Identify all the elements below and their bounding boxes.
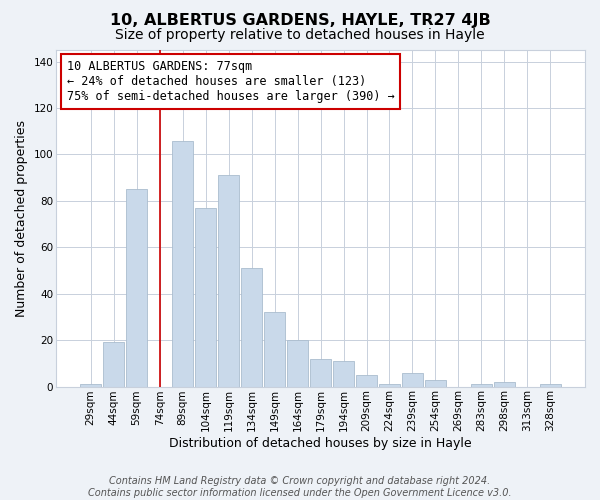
Bar <box>425 380 446 386</box>
Bar <box>494 382 515 386</box>
Bar <box>310 358 331 386</box>
Bar <box>402 372 423 386</box>
Bar <box>126 190 147 386</box>
Text: Contains HM Land Registry data © Crown copyright and database right 2024.
Contai: Contains HM Land Registry data © Crown c… <box>88 476 512 498</box>
Bar <box>540 384 561 386</box>
Text: 10 ALBERTUS GARDENS: 77sqm
← 24% of detached houses are smaller (123)
75% of sem: 10 ALBERTUS GARDENS: 77sqm ← 24% of deta… <box>67 60 394 103</box>
Bar <box>218 176 239 386</box>
Bar <box>103 342 124 386</box>
Bar <box>80 384 101 386</box>
Text: Size of property relative to detached houses in Hayle: Size of property relative to detached ho… <box>115 28 485 42</box>
Bar <box>287 340 308 386</box>
Bar <box>471 384 492 386</box>
Bar <box>333 361 354 386</box>
Bar <box>195 208 216 386</box>
Bar <box>172 140 193 386</box>
Text: 10, ALBERTUS GARDENS, HAYLE, TR27 4JB: 10, ALBERTUS GARDENS, HAYLE, TR27 4JB <box>110 12 490 28</box>
Y-axis label: Number of detached properties: Number of detached properties <box>15 120 28 317</box>
Bar <box>264 312 285 386</box>
Bar <box>356 375 377 386</box>
Bar <box>379 384 400 386</box>
Bar <box>241 268 262 386</box>
X-axis label: Distribution of detached houses by size in Hayle: Distribution of detached houses by size … <box>169 437 472 450</box>
